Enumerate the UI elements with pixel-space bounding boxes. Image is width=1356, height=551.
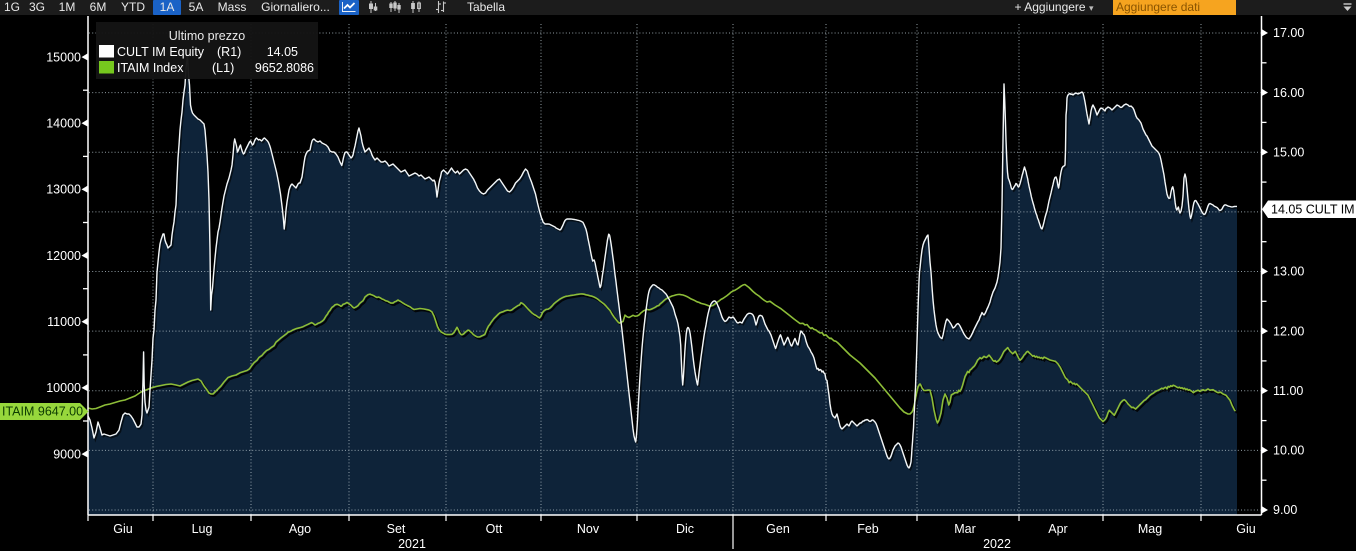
svg-text:Mag: Mag <box>1138 522 1162 536</box>
svg-text:Ultimo prezzo: Ultimo prezzo <box>169 29 245 43</box>
svg-text:Mar: Mar <box>954 522 976 536</box>
svg-text:17.00: 17.00 <box>1273 26 1304 40</box>
svg-text:Ago: Ago <box>289 522 311 536</box>
svg-text:Dic: Dic <box>676 522 694 536</box>
svg-text:9.00: 9.00 <box>1273 503 1297 517</box>
svg-text:12.00: 12.00 <box>1273 324 1304 338</box>
svg-text:9652.8086: 9652.8086 <box>255 61 314 75</box>
svg-text:Lug: Lug <box>192 522 213 536</box>
svg-text:Giu: Giu <box>113 522 133 536</box>
svg-text:Feb: Feb <box>857 522 879 536</box>
svg-text:15000: 15000 <box>46 50 81 64</box>
svg-text:2021: 2021 <box>398 537 426 551</box>
svg-text:Set: Set <box>387 522 406 536</box>
svg-text:12000: 12000 <box>46 249 81 263</box>
svg-text:CULT IM Equity: CULT IM Equity <box>117 45 205 59</box>
svg-text:10.00: 10.00 <box>1273 444 1304 458</box>
svg-text:Apr: Apr <box>1048 522 1067 536</box>
svg-text:11.00: 11.00 <box>1273 384 1303 398</box>
svg-text:10000: 10000 <box>46 381 81 395</box>
svg-text:Nov: Nov <box>577 522 600 536</box>
svg-text:ITAIM 9647.00: ITAIM 9647.00 <box>2 405 83 419</box>
svg-text:2022: 2022 <box>983 537 1011 551</box>
svg-text:Gen: Gen <box>766 522 790 536</box>
svg-text:(R1): (R1) <box>217 45 241 59</box>
svg-text:ITAIM Index: ITAIM Index <box>117 61 184 75</box>
svg-text:Giu: Giu <box>1236 522 1256 536</box>
svg-text:(L1): (L1) <box>212 61 234 75</box>
svg-text:14.05 CULT IM: 14.05 CULT IM <box>1271 203 1355 217</box>
svg-text:Ott: Ott <box>486 522 503 536</box>
svg-text:15.00: 15.00 <box>1273 145 1304 159</box>
svg-text:13.00: 13.00 <box>1273 265 1304 279</box>
svg-text:13000: 13000 <box>46 183 81 197</box>
svg-text:14.05: 14.05 <box>267 45 298 59</box>
svg-text:11000: 11000 <box>47 315 81 329</box>
svg-text:14000: 14000 <box>46 117 81 131</box>
svg-text:16.00: 16.00 <box>1273 86 1304 100</box>
svg-text:9000: 9000 <box>53 447 81 461</box>
